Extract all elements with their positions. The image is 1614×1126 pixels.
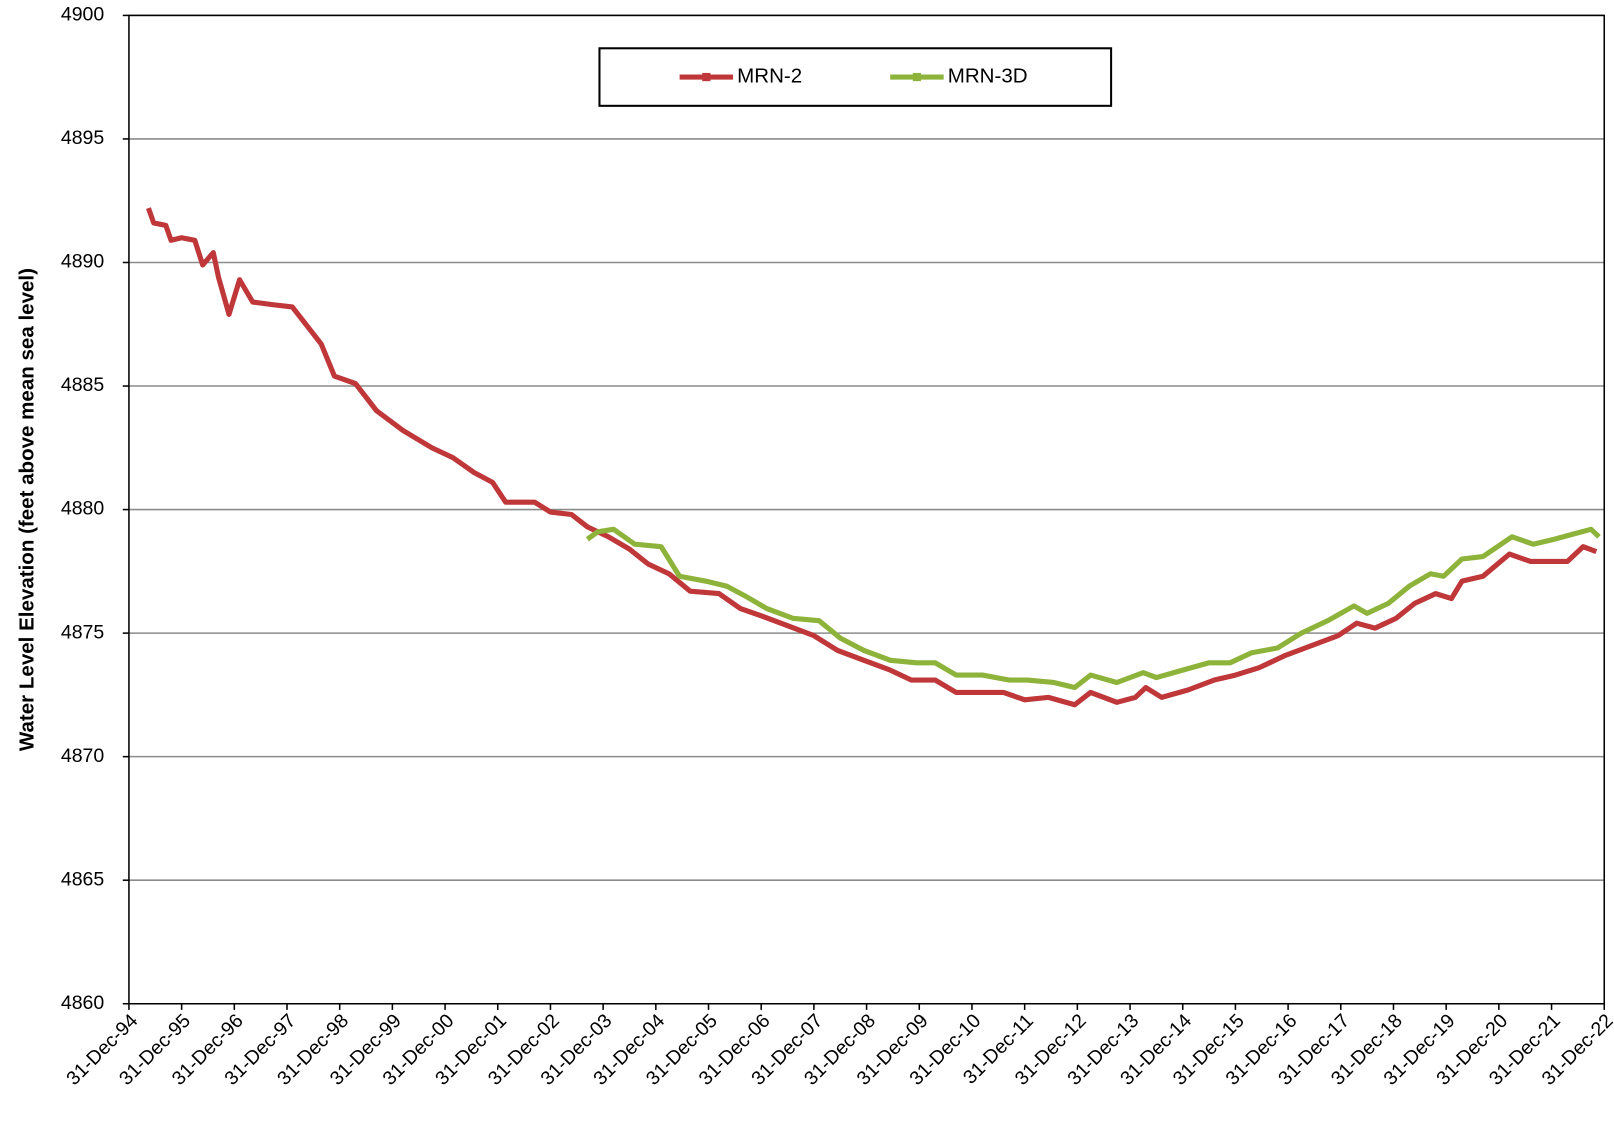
y-tick-label: 4880 bbox=[61, 498, 105, 520]
y-tick-label: 4870 bbox=[61, 745, 105, 767]
y-tick-label: 4895 bbox=[61, 127, 105, 149]
y-tick-label: 4865 bbox=[61, 868, 105, 890]
y-tick-label: 4875 bbox=[61, 621, 105, 643]
y-tick-label: 4900 bbox=[61, 4, 105, 26]
y-tick-label: 4860 bbox=[61, 992, 105, 1014]
legend-label: MRN-2 bbox=[737, 64, 802, 87]
y-tick-label: 4890 bbox=[61, 251, 105, 273]
legend-label: MRN-3D bbox=[948, 64, 1028, 87]
series-line bbox=[146, 207, 1598, 708]
y-tick-label: 4885 bbox=[61, 374, 105, 396]
y-axis-title: Water Level Elevation (feet above mean s… bbox=[16, 268, 39, 751]
legend-marker bbox=[702, 72, 711, 82]
legend-box bbox=[598, 47, 1113, 107]
legend-marker bbox=[912, 72, 922, 82]
series-line bbox=[585, 526, 1601, 691]
